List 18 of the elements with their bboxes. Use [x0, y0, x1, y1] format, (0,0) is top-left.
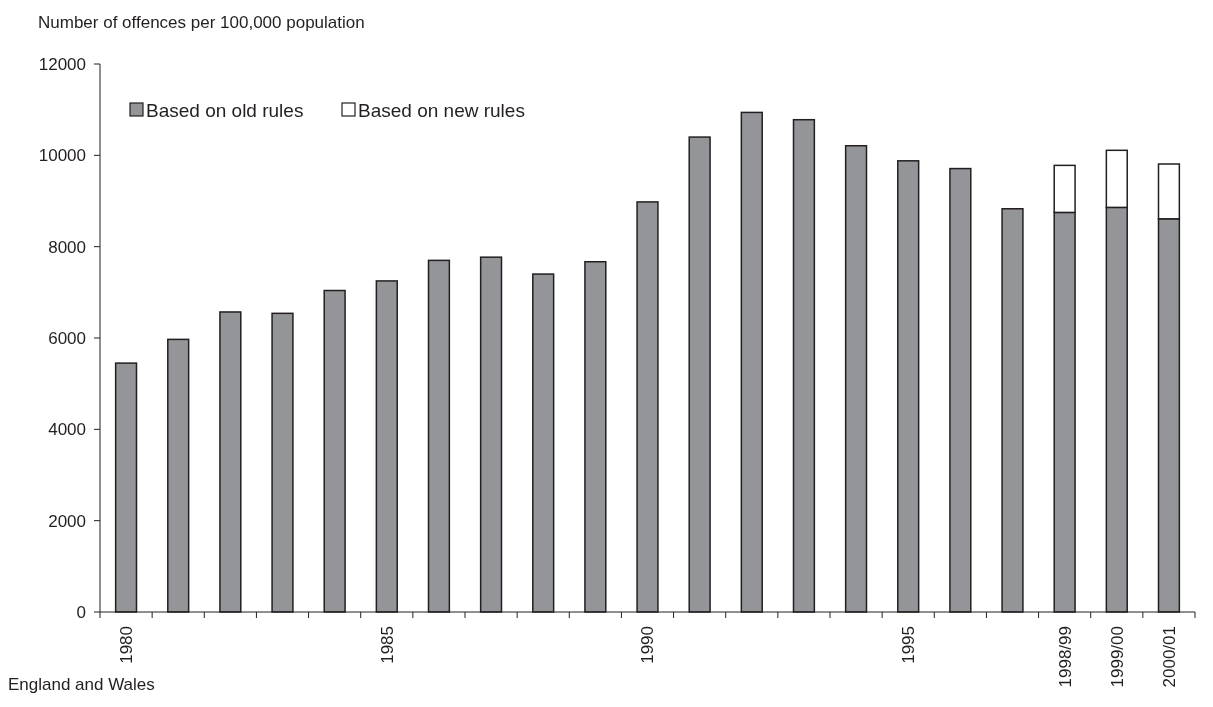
y-tick-label: 0	[76, 602, 86, 622]
y-axis-title: Number of offences per 100,000 population	[38, 13, 365, 32]
y-tick-label: 12000	[38, 54, 86, 74]
y-tick-label: 10000	[38, 146, 86, 166]
x-tick-label: 1999/00	[1107, 626, 1127, 688]
legend-label: Based on old rules	[146, 99, 304, 121]
x-tick-label: 1998/99	[1055, 626, 1075, 688]
y-tick-label: 4000	[48, 420, 86, 440]
x-tick-label: 1990	[638, 626, 658, 664]
x-tick-label: 1985	[377, 626, 397, 664]
text: England and Wales	[8, 675, 155, 694]
x-tick-label: 1995	[899, 626, 919, 664]
y-tick-label: 8000	[48, 237, 86, 257]
y-tick-label: 2000	[48, 511, 86, 531]
x-tick-label: 2000/01	[1159, 626, 1179, 688]
x-tick-label: 1980	[117, 626, 137, 664]
legend-label: Based on new rules	[358, 99, 525, 121]
y-tick-label: 6000	[48, 328, 86, 348]
